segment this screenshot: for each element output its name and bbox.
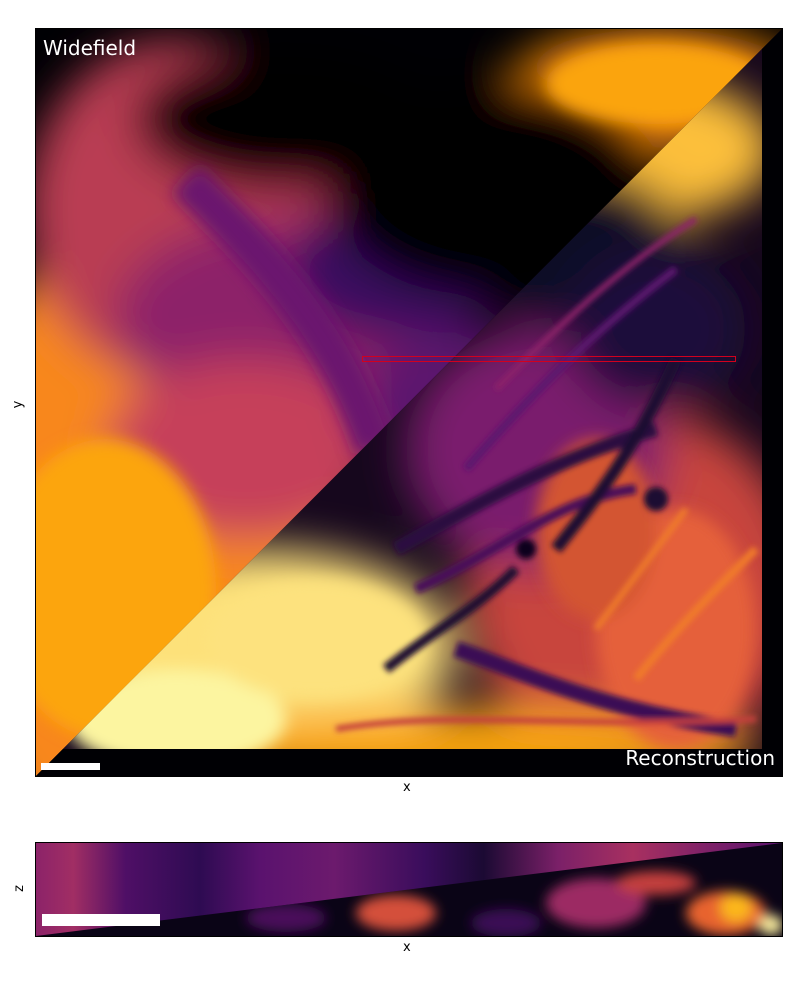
y-axis-label: y <box>10 400 26 409</box>
xz-image <box>36 843 782 936</box>
widefield-label: Widefield <box>43 36 137 60</box>
z-axis-label: z <box>11 885 27 892</box>
scale-bar <box>41 763 100 770</box>
x-axis-label-xz: x <box>403 940 411 955</box>
x-axis-label: x <box>403 780 411 795</box>
xy-image-panel: Widefield Reconstruction <box>35 28 783 777</box>
roi-line-box <box>362 356 736 362</box>
xy-image <box>36 29 782 776</box>
xz-image-panel <box>35 842 783 937</box>
scale-bar-xz <box>42 914 160 926</box>
reconstruction-label: Reconstruction <box>625 746 775 770</box>
